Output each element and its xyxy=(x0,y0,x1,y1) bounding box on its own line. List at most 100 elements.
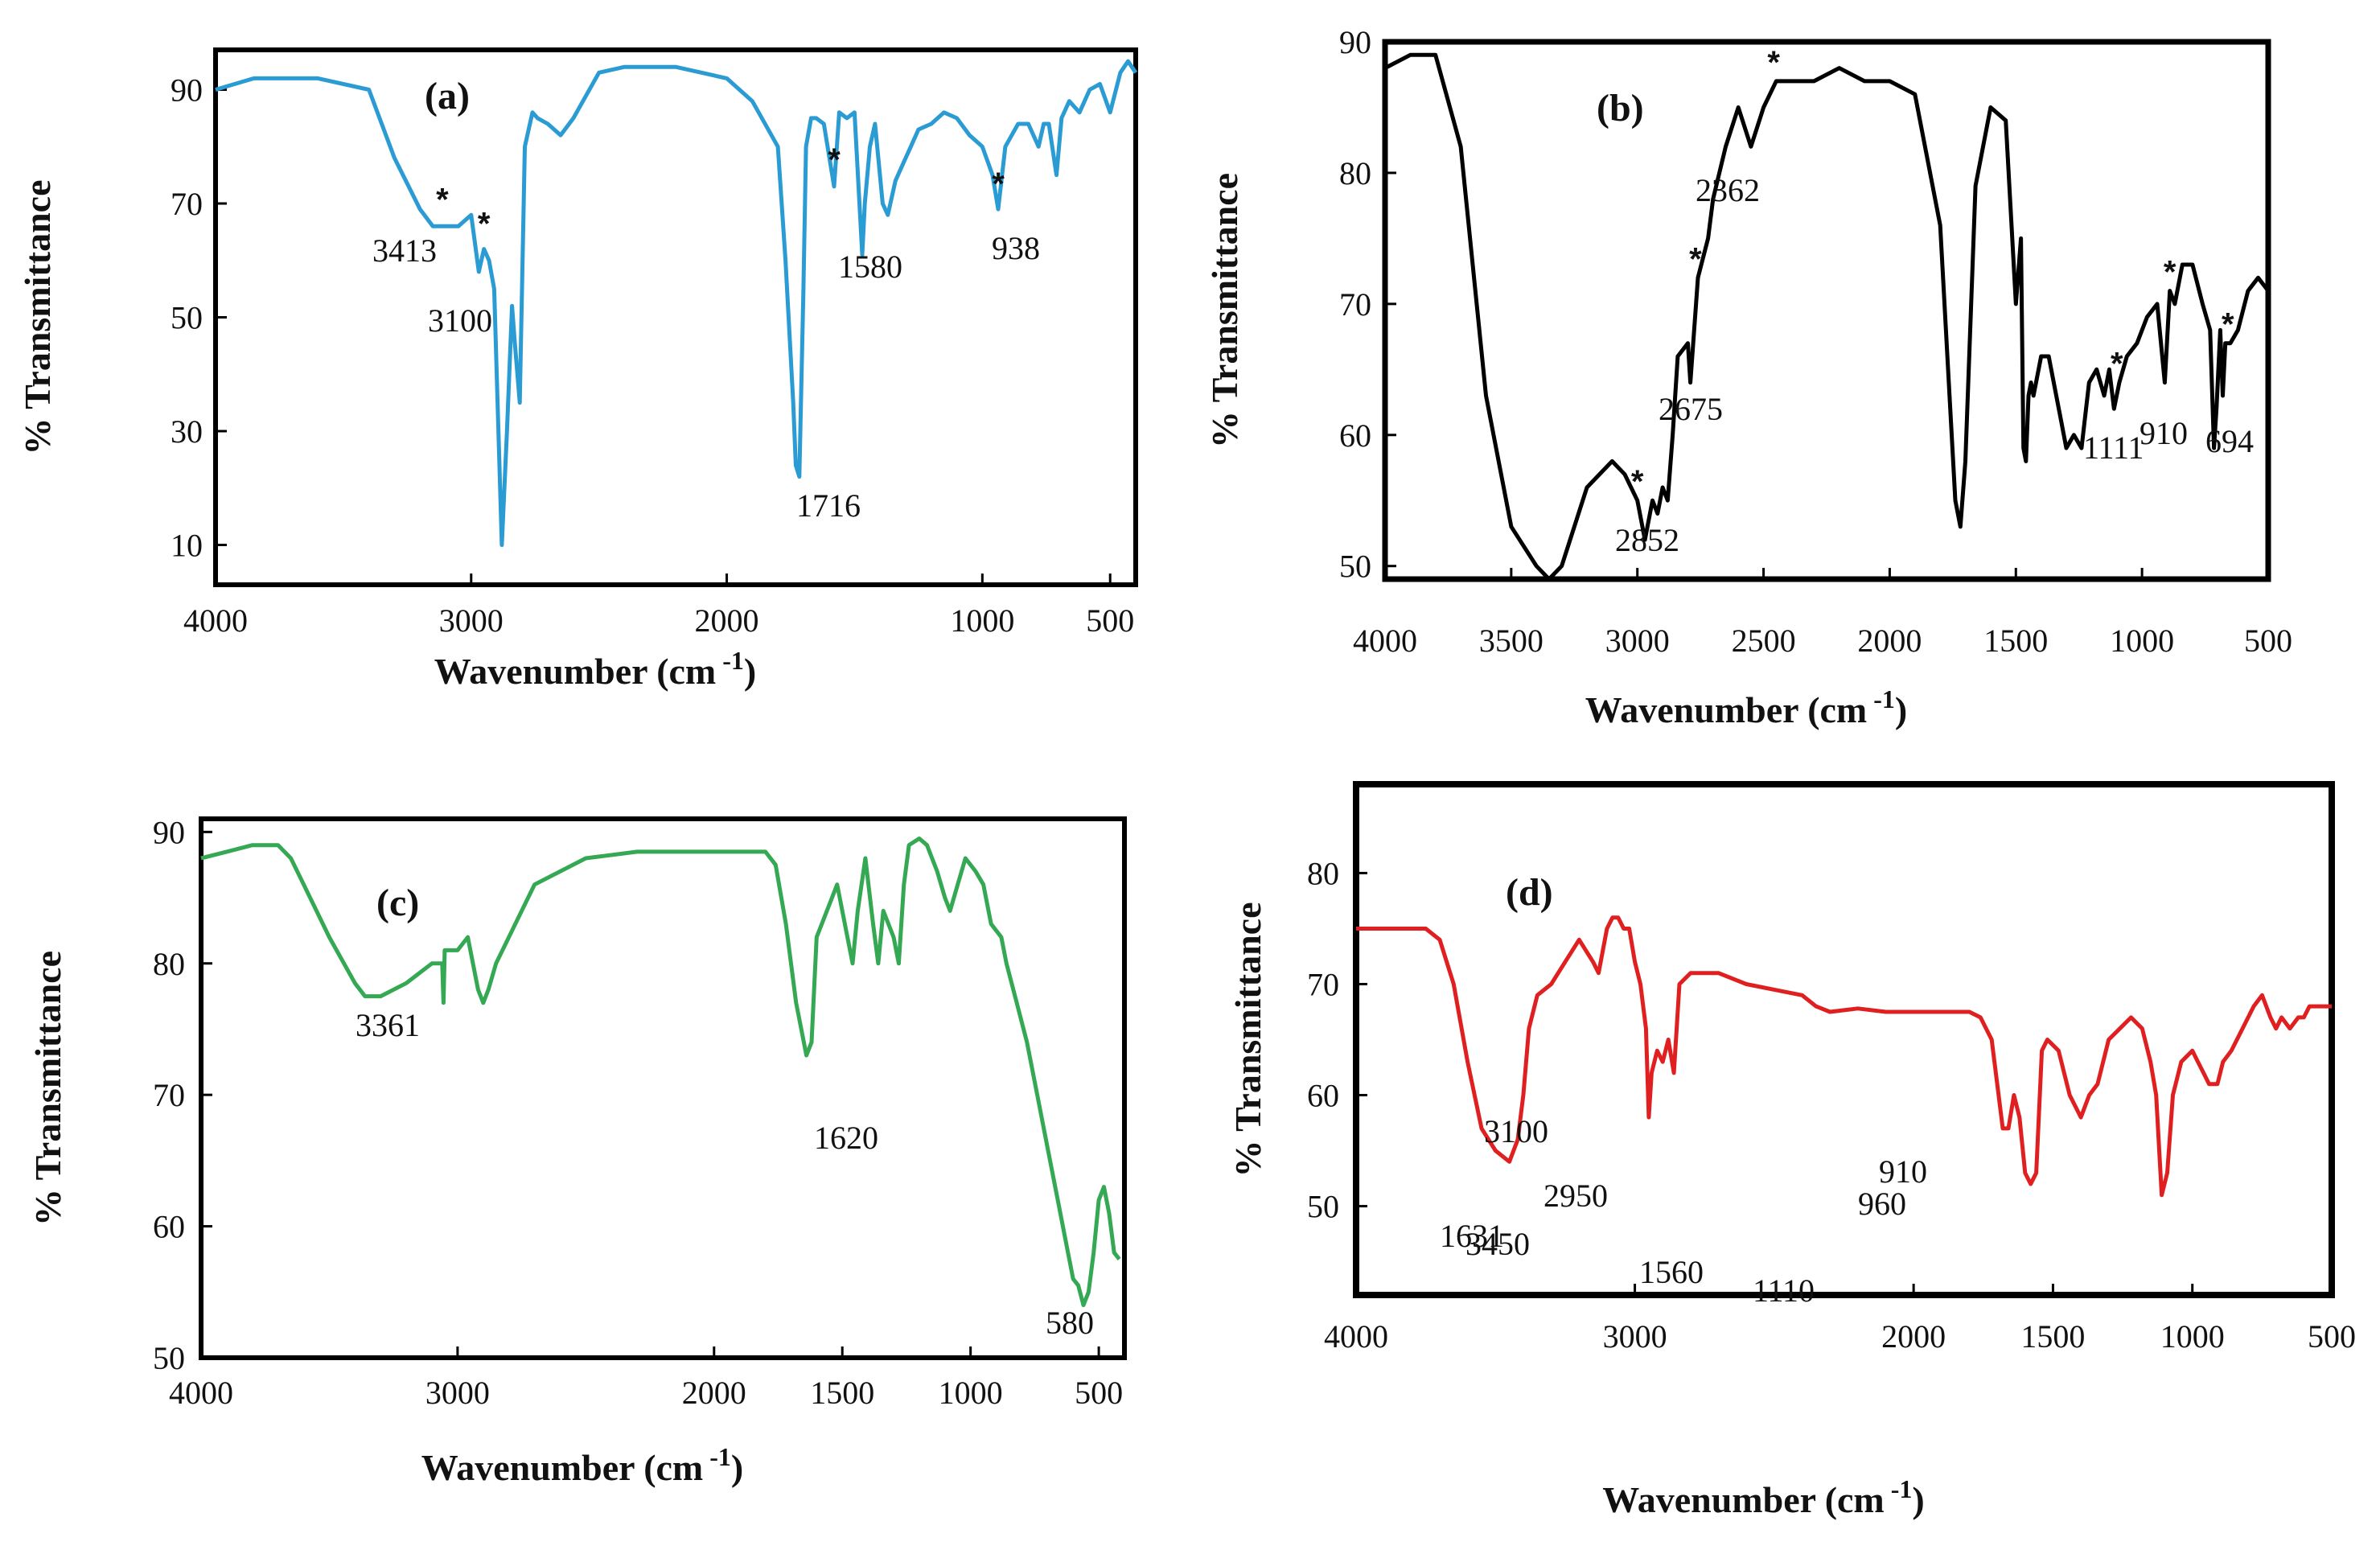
y-tick-label: 90 xyxy=(153,814,185,850)
y-axis-title: % Transmittance xyxy=(27,951,68,1226)
peak-star-marker: * xyxy=(828,142,841,178)
x-tick-label: 3000 xyxy=(1605,623,1670,659)
peak-annotation: 1110 xyxy=(1753,1272,1815,1309)
y-tick-label: 60 xyxy=(1307,1078,1339,1114)
x-tick-label: 500 xyxy=(1075,1375,1123,1411)
peak-annotation: 3450 xyxy=(1465,1226,1530,1262)
y-tick-label: 30 xyxy=(171,413,203,450)
y-tick-label: 80 xyxy=(1339,155,1371,191)
peak-annotation: 1631 xyxy=(1440,1218,1504,1254)
y-tick-label: 50 xyxy=(153,1340,185,1376)
y-tick-label: 70 xyxy=(153,1077,185,1113)
peak-annotation: 2362 xyxy=(1696,172,1760,208)
x-axis-title-main: Wavenumber (cm xyxy=(1602,1479,1885,1520)
peak-annotation: 3413 xyxy=(372,232,437,269)
x-tick-label: 4000 xyxy=(183,602,248,639)
chart-b-svg: 4000 3500 3000 2500 2000 1500 1000 500 50 60 70 80 9… xyxy=(1204,24,2292,730)
chart-panel-b: 4000 3500 3000 2500 2000 1500 1000 500 50 60 70 80 9… xyxy=(1190,0,2380,756)
y-axis-title: % Transmittance xyxy=(1227,902,1268,1178)
x-tick-label: 1500 xyxy=(810,1375,874,1411)
x-axis-title: Wavenumber (cm -1) xyxy=(1585,684,1908,730)
chart-panel-c: 4000 3000 2000 1500 1000 500 50 60 70 80 90 (c) 3361… xyxy=(0,772,1190,1554)
x-tick-label: 1000 xyxy=(950,602,1014,639)
x-tick-label: 2000 xyxy=(1857,623,1922,659)
x-tick-label: 3000 xyxy=(1603,1318,1667,1355)
y-tick-label: 80 xyxy=(153,946,185,982)
peak-annotation: 1620 xyxy=(814,1120,878,1156)
panel-label: (a) xyxy=(425,75,470,117)
peak-annotation: 1580 xyxy=(838,249,902,285)
x-axis-title-main: Wavenumber (cm xyxy=(421,1447,704,1488)
y-tick-label: 90 xyxy=(171,72,203,109)
x-tick-label: 2000 xyxy=(1881,1318,1946,1355)
peak-star-marker: * xyxy=(2222,307,2234,343)
panel-label: (c) xyxy=(376,882,419,924)
x-tick-label: 1000 xyxy=(2160,1318,2225,1355)
x-tick-label: 1500 xyxy=(2020,1318,2085,1355)
x-axis-title-main: Wavenumber (cm xyxy=(1585,689,1868,730)
y-axis-title: % Transmittance xyxy=(1204,173,1245,448)
y-tick-label: 50 xyxy=(1307,1189,1339,1225)
x-tick-label: 500 xyxy=(2308,1318,2356,1355)
panel-label: (b) xyxy=(1597,87,1644,130)
x-axis-title-superscript: -1 xyxy=(716,646,744,675)
peak-annotation: 1716 xyxy=(796,487,861,524)
peak-star-marker: * xyxy=(1689,241,1702,277)
peak-annotation: 3100 xyxy=(428,302,492,339)
peak-annotation: 694 xyxy=(2205,423,2254,459)
plot-frame xyxy=(199,816,1127,1360)
x-tick-label: 500 xyxy=(1086,602,1134,639)
chart-panel-a: 4000 3000 2000 1000 500 10 30 50 70 90 (a) 3413 3100… xyxy=(0,0,1190,724)
x-tick-label: 2500 xyxy=(1732,623,1796,659)
peak-star-marker: * xyxy=(436,182,449,217)
peak-annotation: 938 xyxy=(992,230,1040,266)
x-axis-title-close: ) xyxy=(1912,1479,1924,1520)
x-axis-title-close: ) xyxy=(731,1447,743,1488)
chart-d-svg: 4000 3000 2000 1500 1000 500 50 60 70 80 (d) 3450 31… xyxy=(1227,781,2356,1520)
peak-annotation: 2852 xyxy=(1615,522,1679,558)
y-tick-label: 50 xyxy=(1339,549,1371,585)
x-tick-label: 4000 xyxy=(1324,1318,1388,1355)
y-tick-label: 10 xyxy=(171,527,203,563)
x-tick-label: 2000 xyxy=(695,602,759,639)
x-axis-title: Wavenumber (cm -1) xyxy=(1602,1474,1925,1520)
x-tick-label: 4000 xyxy=(169,1375,233,1411)
y-tick-label: 50 xyxy=(171,300,203,336)
x-tick-label: 3000 xyxy=(439,602,504,639)
peak-annotation: 1560 xyxy=(1639,1254,1704,1290)
plot-frame xyxy=(1353,781,2335,1298)
peak-annotation: 580 xyxy=(1046,1305,1094,1341)
peak-star-marker: * xyxy=(2111,347,2123,382)
peak-annotation: 960 xyxy=(1858,1186,1906,1222)
peak-star-marker: * xyxy=(1631,464,1644,500)
spectrum-line-b xyxy=(1383,52,2270,582)
plot-frame xyxy=(213,47,1138,587)
x-tick-label: 3500 xyxy=(1479,623,1544,659)
chart-c-svg: 4000 3000 2000 1500 1000 500 50 60 70 80 90 (c) 3361… xyxy=(27,814,1127,1488)
y-tick-label: 80 xyxy=(1307,855,1339,891)
chart-panel-d: 4000 3000 2000 1500 1000 500 50 60 70 80 (d) 3450 31… xyxy=(1190,756,2380,1554)
x-axis-title: Wavenumber (cm -1) xyxy=(434,646,757,692)
x-tick-label: 4000 xyxy=(1353,623,1417,659)
peak-annotation: 2675 xyxy=(1659,391,1723,427)
y-tick-label: 60 xyxy=(153,1209,185,1245)
x-tick-label: 1000 xyxy=(939,1375,1003,1411)
x-axis-title-close: ) xyxy=(744,651,756,692)
peak-annotation: 1111 xyxy=(2083,430,2144,466)
x-axis-title-superscript: -1 xyxy=(703,1442,731,1471)
spectrum-line-d xyxy=(1356,915,2332,1198)
y-axis-title: % Transmittance xyxy=(17,180,58,455)
peak-annotation: 3361 xyxy=(356,1007,420,1043)
x-axis-title-main: Wavenumber (cm xyxy=(434,651,717,692)
x-tick-label: 3000 xyxy=(425,1375,490,1411)
peak-annotation: 910 xyxy=(1879,1153,1927,1190)
peak-star-marker: * xyxy=(1767,45,1780,80)
y-tick-label: 90 xyxy=(1339,24,1371,60)
x-tick-label: 1500 xyxy=(1983,623,2048,659)
peak-annotation: 910 xyxy=(2140,415,2188,451)
x-tick-label: 1000 xyxy=(2110,623,2174,659)
peak-star-marker: * xyxy=(478,207,491,242)
plot-frame xyxy=(1382,39,2271,582)
x-tick-label: 2000 xyxy=(682,1375,746,1411)
peak-annotation: 3100 xyxy=(1484,1113,1548,1149)
